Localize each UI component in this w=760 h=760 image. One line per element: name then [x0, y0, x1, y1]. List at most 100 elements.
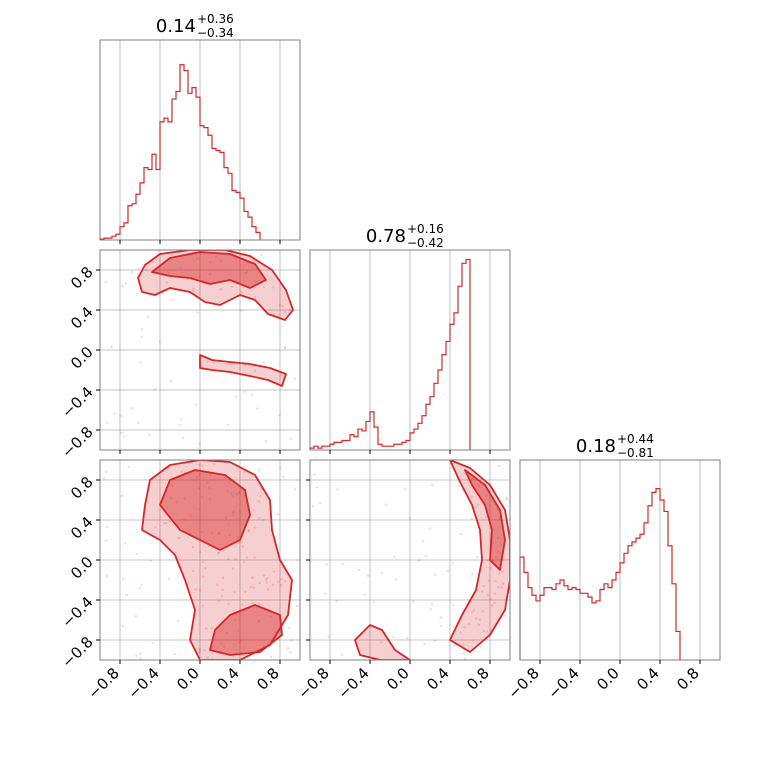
scatter-point — [313, 473, 316, 476]
grid — [119, 40, 281, 240]
x-tick-label: 0.8 — [463, 664, 493, 694]
scatter-point — [278, 414, 281, 417]
scatter-point — [439, 624, 443, 628]
y-tick-label: 0.8 — [67, 473, 97, 503]
scatter-point — [237, 536, 240, 539]
scatter-point — [256, 407, 259, 410]
scatter-point — [197, 487, 201, 490]
grid — [539, 460, 701, 660]
scatter-point — [156, 250, 160, 253]
scatter-point — [198, 442, 201, 445]
scatter-point — [130, 270, 134, 274]
scatter-point — [148, 433, 151, 436]
scatter-point — [246, 270, 249, 273]
scatter-point — [139, 652, 142, 655]
contour-outer — [199, 354, 287, 387]
scatter-point — [384, 503, 387, 506]
scatter-point — [251, 393, 254, 397]
scatter-point — [408, 517, 412, 520]
scatter-point — [486, 593, 490, 597]
scatter-point — [120, 494, 124, 498]
x-tick-label: −0.8 — [84, 664, 122, 702]
scatter-point — [244, 271, 247, 275]
scatter-point — [467, 622, 471, 626]
scatter-point — [471, 610, 474, 614]
scatter-point — [151, 260, 154, 264]
scatter-point — [434, 573, 437, 576]
scatter-point — [446, 569, 449, 573]
scatter-point — [230, 285, 233, 289]
scatter-point — [139, 361, 142, 364]
contour-panel-1-2 — [310, 460, 510, 660]
scatter-point — [475, 617, 478, 620]
scatter-point — [191, 545, 195, 549]
grid — [100, 250, 300, 450]
scatter-point — [463, 657, 467, 660]
scatter-point — [198, 474, 201, 477]
scatter-point — [164, 522, 168, 525]
scatter-point — [471, 572, 474, 576]
title-upper-error: +0.36 — [197, 12, 234, 26]
title-median: 0.18 — [576, 436, 616, 457]
scatter-point — [206, 655, 209, 659]
scatter-point — [212, 360, 215, 364]
histogram-1 — [309, 258, 471, 450]
scatter-point — [120, 431, 123, 435]
contour-inner — [159, 469, 251, 551]
scatter-point — [205, 627, 208, 630]
scatter-point — [106, 421, 109, 425]
scatter-point — [182, 518, 186, 522]
scatter-point — [217, 531, 221, 535]
scatter-point — [484, 494, 488, 498]
scatter-point — [194, 588, 197, 591]
scatter-point — [171, 484, 174, 488]
scatter-point — [274, 630, 277, 633]
scatter-point — [219, 259, 223, 263]
scatter-point — [208, 273, 212, 276]
scatter-point — [209, 261, 212, 264]
scatter-point — [293, 488, 297, 491]
scatter-point — [221, 588, 224, 592]
scatter-point — [286, 646, 290, 650]
scatter-point — [178, 423, 181, 427]
scatter-point — [497, 550, 500, 554]
scatter-point — [195, 476, 199, 479]
scatter-point — [167, 272, 170, 275]
scatter-point — [473, 506, 477, 509]
scatter-point — [363, 593, 366, 596]
scatter-point — [182, 436, 185, 439]
scatter-point — [278, 467, 282, 470]
scatter-point — [252, 586, 255, 590]
scatter-point — [153, 388, 157, 391]
scatter-point — [228, 362, 231, 365]
scatter-point — [392, 555, 396, 558]
scatter-point — [259, 494, 262, 498]
contour-panel-0-1 — [100, 250, 297, 450]
scatter-point — [470, 495, 473, 499]
hist-step-line — [99, 64, 261, 240]
scatter-point — [476, 555, 479, 559]
scatter-point — [158, 340, 161, 343]
hist-title-0: 0.14 +0.36−0.34 — [156, 12, 234, 40]
scatter-point — [222, 645, 226, 648]
y-tick-label: 0.0 — [67, 343, 97, 373]
scatter-points — [310, 464, 509, 660]
scatter-point — [245, 556, 249, 559]
scatter-point — [173, 652, 176, 656]
scatter-point — [204, 567, 207, 570]
scatter-point — [470, 478, 473, 481]
scatter-point — [278, 304, 281, 307]
scatter-point — [210, 532, 214, 535]
scatter-point — [277, 580, 280, 583]
scatter-point — [183, 497, 186, 500]
scatter-points — [100, 250, 297, 450]
scatter-point — [180, 470, 183, 474]
y-tick-label: −0.8 — [58, 633, 96, 671]
scatter-point — [403, 488, 407, 491]
scatter-point — [496, 536, 500, 539]
title-median: 0.14 — [156, 16, 196, 37]
scatter-point — [288, 626, 291, 630]
scatter-point — [208, 486, 211, 490]
scatter-point — [239, 639, 243, 643]
scatter-point — [262, 574, 266, 577]
